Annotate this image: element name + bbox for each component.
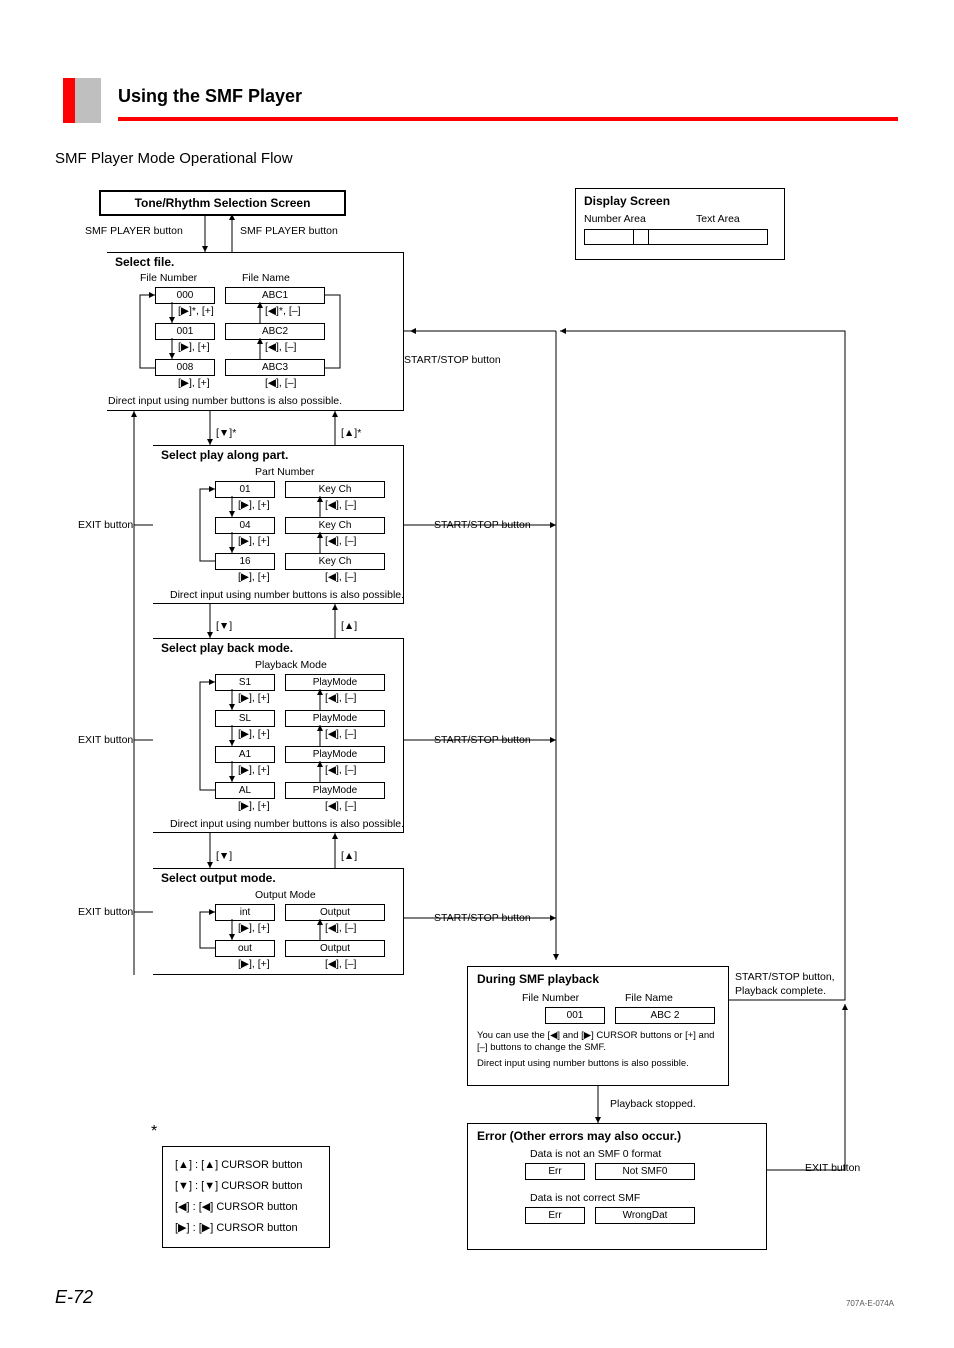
file-row1-r: [◀], [–] — [265, 341, 296, 353]
smf-player-left-label: SMF PLAYER button — [85, 225, 183, 237]
conn-d1: [▼]* — [216, 427, 236, 439]
tone-rhythm-box: Tone/Rhythm Selection Screen — [99, 190, 346, 216]
output-frame — [153, 868, 404, 975]
file-row2-r: [◀], [–] — [265, 377, 296, 389]
page-subtitle: SMF Player Mode Operational Flow — [55, 150, 293, 167]
select-file-title: Select file. — [115, 255, 174, 269]
display-title: Display Screen — [584, 194, 670, 208]
num-area-label: Number Area — [584, 213, 646, 225]
legend-0: [▲] : [▲] CURSOR button — [175, 1155, 317, 1176]
header-tab — [63, 78, 101, 123]
pb-note1: You can use the [◀] and [▶] CURSOR butto… — [477, 1030, 722, 1054]
legend-2: [◀] : [◀] CURSOR button — [175, 1197, 317, 1218]
part-frame — [153, 445, 404, 604]
e2-t: WrongDat — [595, 1207, 695, 1224]
smf-player-right-label: SMF PLAYER button — [240, 225, 338, 237]
e1-t: Not SMF0 — [595, 1163, 695, 1180]
exit-label-1: EXIT button — [78, 519, 133, 531]
conn-u1: [▲]* — [341, 427, 361, 439]
startstop-4: START/STOP button — [434, 912, 531, 924]
pb-col2: File Name — [625, 992, 673, 1004]
e1-n: Err — [525, 1163, 585, 1180]
page-title: Using the SMF Player — [118, 86, 302, 107]
footer-code: 707A-E-074A — [846, 1299, 894, 1308]
num-area-display — [584, 229, 634, 245]
conn-d3: [▼] — [216, 850, 232, 862]
file-number-col: File Number — [140, 272, 197, 284]
e1-label: Data is not an SMF 0 format — [530, 1148, 661, 1160]
file-row1-t: ABC2 — [225, 323, 325, 340]
playback-title: During SMF playback — [477, 972, 599, 986]
file-row2-n: 008 — [155, 359, 215, 376]
page-number: E-72 — [55, 1287, 93, 1308]
file-note: Direct input using number buttons is als… — [108, 395, 342, 407]
file-row1-l: [▶], [+] — [178, 341, 210, 353]
conn-u2: [▲] — [341, 620, 357, 632]
startstop-1: START/STOP button — [404, 354, 501, 366]
file-name-col: File Name — [242, 272, 290, 284]
file-row0-l: [▶]*, [+] — [178, 305, 214, 317]
file-row2-t: ABC3 — [225, 359, 325, 376]
exit-label-3: EXIT button — [78, 906, 133, 918]
asterisk: * — [151, 1123, 157, 1141]
right-exit: EXIT button — [805, 1162, 860, 1174]
pb-t: ABC 2 — [615, 1007, 715, 1024]
file-row1-n: 001 — [155, 323, 215, 340]
e2-label: Data is not correct SMF — [530, 1192, 640, 1204]
conn-d2: [▼] — [216, 620, 232, 632]
legend-3: [▶] : [▶] CURSOR button — [175, 1218, 317, 1239]
startstop-2: START/STOP button — [434, 519, 531, 531]
legend-box: [▲] : [▲] CURSOR button [▼] : [▼] CURSOR… — [162, 1146, 330, 1248]
file-row0-r: [◀]*, [–] — [265, 305, 301, 317]
legend-1: [▼] : [▼] CURSOR button — [175, 1176, 317, 1197]
e2-n: Err — [525, 1207, 585, 1224]
conn-u3: [▲] — [341, 850, 357, 862]
pb-n: 001 — [545, 1007, 605, 1024]
mode-frame — [153, 638, 404, 833]
startstop-3: START/STOP button — [434, 734, 531, 746]
text-area-display — [648, 229, 768, 245]
display-screen-box: Display Screen Number Area Text Area — [575, 188, 785, 260]
file-row0-n: 000 — [155, 287, 215, 304]
pb-col1: File Number — [522, 992, 579, 1004]
disp-sep — [634, 229, 648, 245]
exit-label-2: EXIT button — [78, 734, 133, 746]
text-area-label: Text Area — [696, 213, 740, 225]
header-rule — [118, 117, 898, 121]
pb-note2: Direct input using number buttons is als… — [477, 1058, 722, 1069]
right-note: START/STOP button, Playback complete. — [735, 971, 835, 998]
pb-stopped: Playback stopped. — [610, 1098, 696, 1110]
file-row2-l: [▶], [+] — [178, 377, 210, 389]
file-row0-t: ABC1 — [225, 287, 325, 304]
error-title: Error (Other errors may also occur.) — [477, 1129, 681, 1143]
